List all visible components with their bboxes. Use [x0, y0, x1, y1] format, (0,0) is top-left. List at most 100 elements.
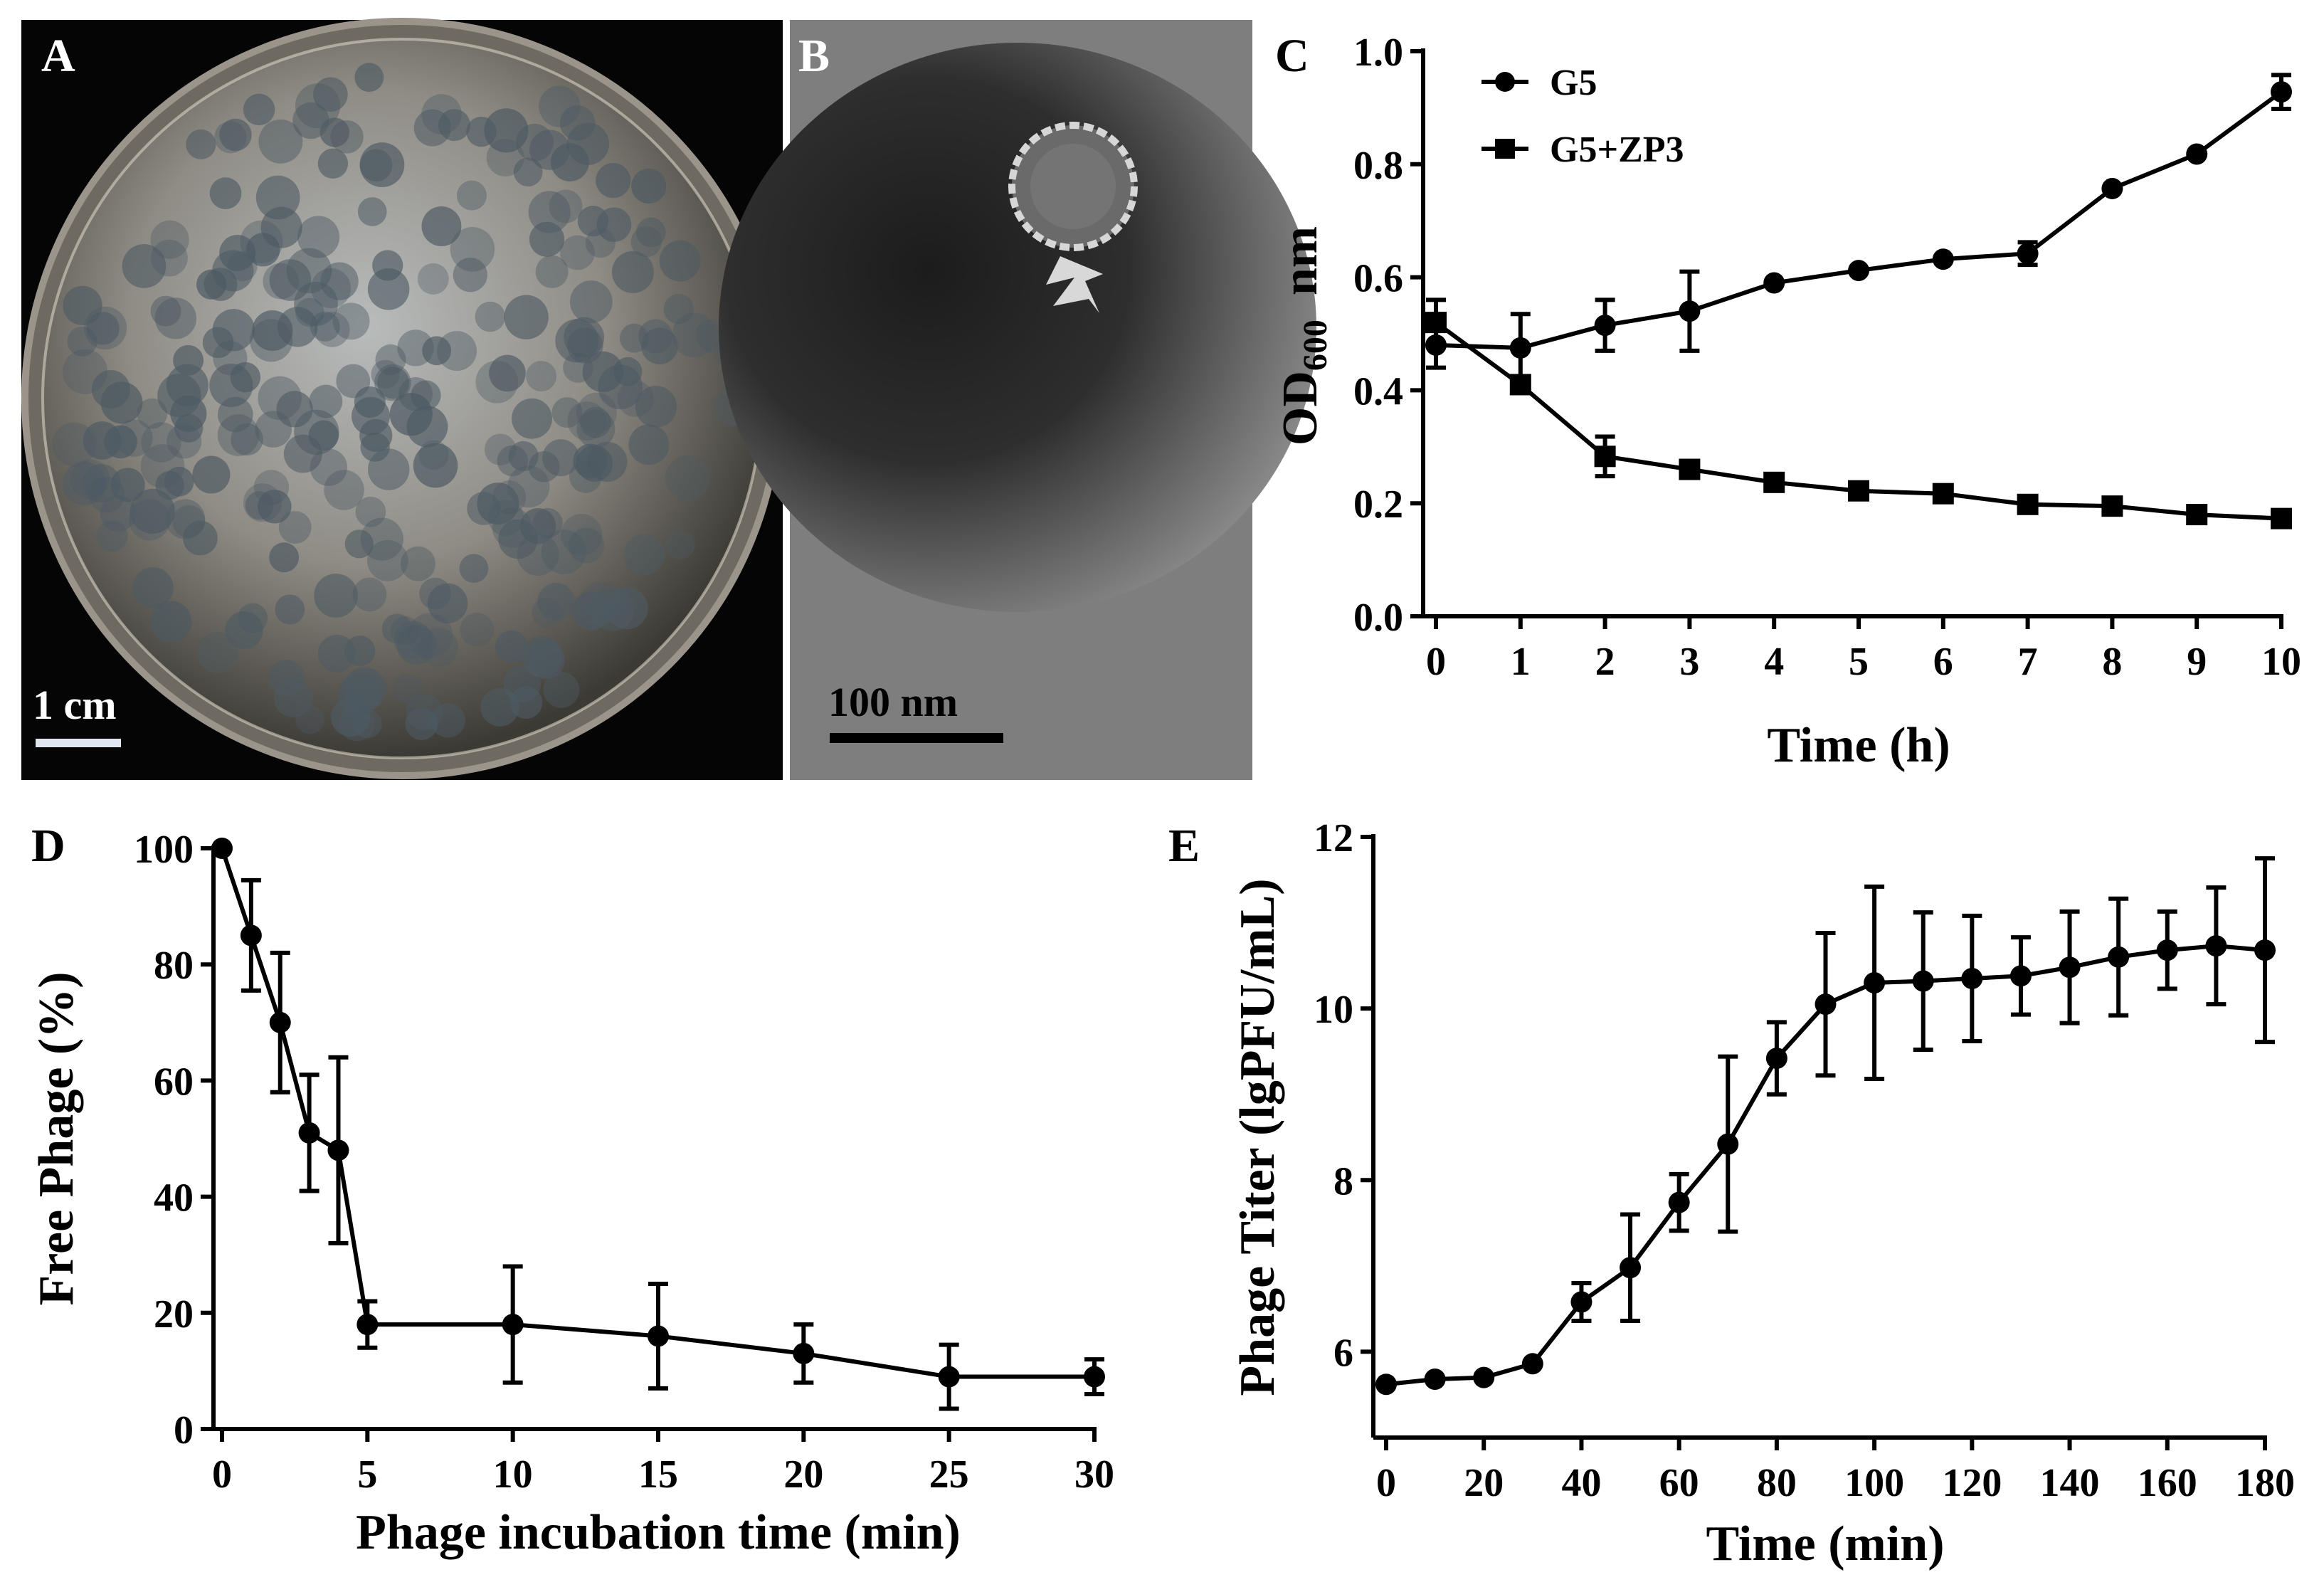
plaque	[406, 406, 448, 448]
plaque	[484, 108, 529, 153]
plaque	[635, 217, 666, 248]
plaque	[456, 180, 487, 211]
chart-e-series-0-point	[2059, 956, 2081, 979]
chart-d-y-tick-label: 80	[154, 944, 194, 988]
plaque	[401, 546, 435, 581]
plaque	[528, 450, 560, 483]
plaque	[278, 511, 312, 544]
plaque	[313, 77, 348, 112]
plaque	[196, 631, 238, 673]
plaque	[354, 63, 384, 93]
chart-d-ylabel: Free Phage (%)	[29, 971, 84, 1305]
chart-c-y-tick-label: 0.2	[1353, 483, 1403, 527]
panel-letter-e: E	[1168, 820, 1200, 872]
plaque	[560, 235, 595, 270]
chart-e-series-0-point	[2205, 935, 2227, 957]
chart-d-xlabel: Phage incubation time (min)	[356, 1505, 961, 1560]
plaque	[528, 191, 571, 233]
plaque	[258, 490, 292, 524]
plaque	[132, 567, 174, 608]
chart-e-x-tick-label: 40	[1561, 1461, 1601, 1505]
plaque	[541, 529, 586, 575]
plaque	[431, 702, 466, 738]
plaque	[314, 574, 359, 618]
plaque	[532, 597, 562, 628]
plaque	[613, 357, 643, 386]
plaque	[344, 529, 374, 559]
plaque	[631, 168, 667, 204]
chart-d-series-0-point	[211, 838, 233, 859]
plaque	[551, 397, 583, 428]
chart-c-series-1-point	[2101, 495, 2123, 517]
plaque	[355, 496, 386, 527]
plaque	[150, 295, 181, 327]
scale-bar-a	[36, 739, 121, 747]
plaque	[219, 234, 256, 272]
chart-e-xlabel: Time (min)	[1706, 1517, 1944, 1571]
chart-c-series-1-point	[1679, 458, 1701, 480]
scale-bar-label-b: 100 nm	[828, 679, 958, 725]
plaque	[413, 109, 451, 147]
plaque	[484, 433, 517, 465]
plaque	[526, 361, 557, 392]
chart-e-series-0-point	[1375, 1374, 1397, 1396]
chart-c-y-tick-label: 0.6	[1353, 257, 1403, 301]
plaque	[308, 420, 339, 451]
plaque	[665, 529, 695, 560]
chart-c-series-1-point	[2017, 493, 2039, 515]
chart-c-ylabel-unit: nm	[1273, 226, 1328, 295]
chart-e-x-tick-label: 60	[1659, 1461, 1699, 1505]
panel-letter-d: D	[31, 820, 65, 872]
plaque	[268, 660, 305, 697]
plaque	[150, 220, 189, 259]
plaque	[377, 367, 410, 399]
plaque	[115, 419, 153, 457]
plaque	[252, 310, 293, 352]
chart-e-series-0-point	[1424, 1369, 1446, 1391]
plaque	[413, 443, 458, 488]
plaque	[352, 577, 387, 612]
plaque	[324, 470, 364, 510]
plaque	[209, 363, 253, 408]
plaque	[88, 476, 125, 513]
chart-c-series-1-point	[1594, 445, 1616, 468]
plaque	[214, 121, 247, 154]
plaque	[573, 443, 608, 478]
chart-c-legend: G5 G5+ZP3	[1481, 63, 1684, 170]
plaque	[209, 177, 242, 209]
plaque	[240, 220, 283, 263]
plaque	[489, 354, 526, 392]
plaque	[276, 391, 313, 428]
plaque	[460, 613, 495, 647]
chart-c-series-1-point	[1425, 312, 1447, 334]
chart-d: D 0 20 40 60 80 100 0 5 10 15 20 25 30 Phage incubati…	[29, 820, 1114, 1560]
chart-e-x-tick-label: 140	[2040, 1461, 2100, 1505]
chart-e-series-0-point	[1961, 967, 1983, 989]
chart-c-series-1-point	[1509, 374, 1531, 396]
chart-d-x-tick-label: 15	[638, 1452, 678, 1497]
chart-c-y-tick-label: 0.4	[1353, 369, 1403, 413]
plaque	[258, 119, 303, 164]
plaque	[62, 461, 107, 506]
plaque	[459, 554, 489, 584]
tem-dark-region	[719, 43, 1316, 612]
plaque	[286, 248, 332, 294]
chart-c-series-0-point	[2101, 177, 2123, 199]
plaque	[475, 301, 506, 332]
panel-letter-a: A	[41, 30, 75, 82]
chart-c-x-tick-label: 9	[2187, 640, 2207, 684]
plaque	[100, 495, 137, 532]
chart-d-series-0-point	[327, 1139, 349, 1161]
plaque	[62, 349, 108, 394]
plaque	[368, 448, 410, 490]
chart-d-y-tick-label: 60	[154, 1060, 194, 1104]
chart-c-series-0-point	[1763, 272, 1785, 294]
plaque	[635, 386, 677, 428]
chart-d-y-tick-label: 0	[174, 1408, 194, 1452]
plaque	[170, 395, 207, 432]
chart-e-x-tick-label: 180	[2235, 1461, 2295, 1505]
chart-d-x-tick-label: 30	[1074, 1452, 1114, 1497]
chart-e-x-tick-label: 120	[1942, 1461, 2002, 1505]
chart-e-y-tick-label: 10	[1314, 988, 1353, 1032]
